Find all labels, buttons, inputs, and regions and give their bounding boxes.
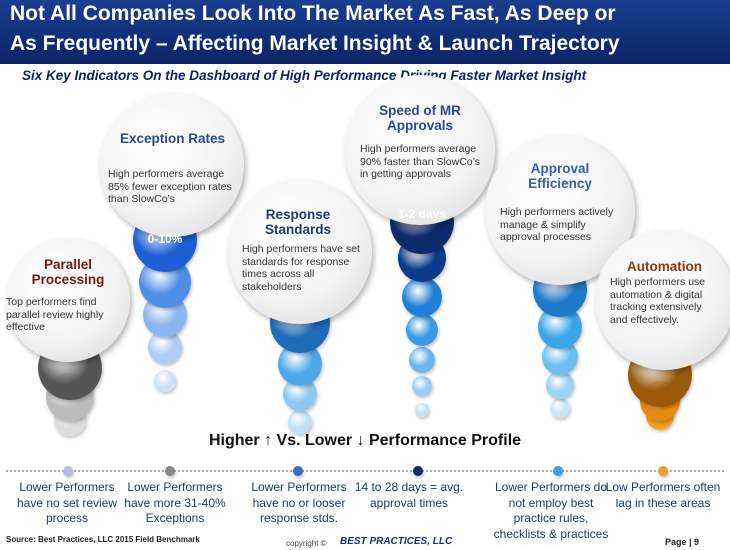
stack-circle xyxy=(546,371,574,399)
indicator-title: Automation xyxy=(627,259,702,274)
indicator-bubble xyxy=(595,230,730,370)
lower-performer-text: Low Performers often lag in these areas xyxy=(605,480,721,510)
title-line: Not All Companies Look Into The Market A… xyxy=(10,2,616,25)
rule-dot xyxy=(63,466,73,476)
indicator-text: Top performers find parallel review high… xyxy=(6,296,104,334)
indicator-text: High performers use automation & digital… xyxy=(610,276,706,326)
indicator-bubble xyxy=(345,75,495,225)
stack-circle xyxy=(406,314,438,346)
stack-circle xyxy=(412,376,432,396)
lower-performer-text: Lower Performers have more 31-40% Except… xyxy=(124,480,226,526)
indicator-title: Speed of MR Approvals xyxy=(379,103,461,133)
footer-logo: BEST PRACTICES, LLC xyxy=(340,536,453,547)
indicator-bubble xyxy=(6,238,130,362)
rule-dot xyxy=(413,466,423,476)
rule-dot xyxy=(658,466,668,476)
rule-dot xyxy=(165,466,175,476)
indicator-badge: 1-2 days xyxy=(397,207,447,221)
profile-heading: Higher ↑ Vs. Lower ↓ Performance Profile xyxy=(208,432,522,449)
stack-circle xyxy=(402,277,442,317)
title-line: As Frequently – Affecting Market Insight… xyxy=(10,32,620,55)
rule-dot xyxy=(293,466,303,476)
indicator-title: Exception Rates xyxy=(119,131,226,146)
footer-page: Page | 9 xyxy=(665,537,700,547)
indicator-text: High performers have set standards for r… xyxy=(242,243,360,293)
indicator-title: Parallel Processing xyxy=(31,257,105,287)
indicator-bubble xyxy=(228,180,372,324)
stack-circle xyxy=(415,403,429,417)
footer-source: Source: Best Practices, LLC 2015 Field B… xyxy=(6,535,200,544)
indicator-text: High performers actively manage & simpli… xyxy=(500,206,614,244)
lower-performer-text: Lower Performers have no set review proc… xyxy=(16,480,118,526)
stack-circle xyxy=(288,410,312,434)
indicator-title: Approval Efficiency xyxy=(528,161,592,191)
indicator-badge: 0-10% xyxy=(147,232,183,246)
stack-circle xyxy=(409,347,435,373)
lower-performer-text: Lower Performers have no or looser respo… xyxy=(251,480,347,526)
rule-dot xyxy=(553,466,563,476)
dotted-rule xyxy=(6,470,724,472)
lower-performer-text: 14 to 28 days = avg. approval times xyxy=(354,480,464,510)
indicator-bubble xyxy=(100,93,244,237)
indicator-text: High performers average 85% fewer except… xyxy=(108,168,232,206)
lower-performer-text: Lower Performers do not employ best prac… xyxy=(493,480,609,541)
indicator-title: Response Standards xyxy=(264,207,332,237)
title-bar xyxy=(0,0,730,64)
subtitle: Six Key Indicators On the Dashboard of H… xyxy=(22,68,587,83)
stack-circle xyxy=(550,398,570,418)
footer-copyright: copyright © xyxy=(286,539,327,548)
indicator-text: High performers average 90% faster than … xyxy=(360,143,481,181)
stack-circle xyxy=(154,370,176,392)
